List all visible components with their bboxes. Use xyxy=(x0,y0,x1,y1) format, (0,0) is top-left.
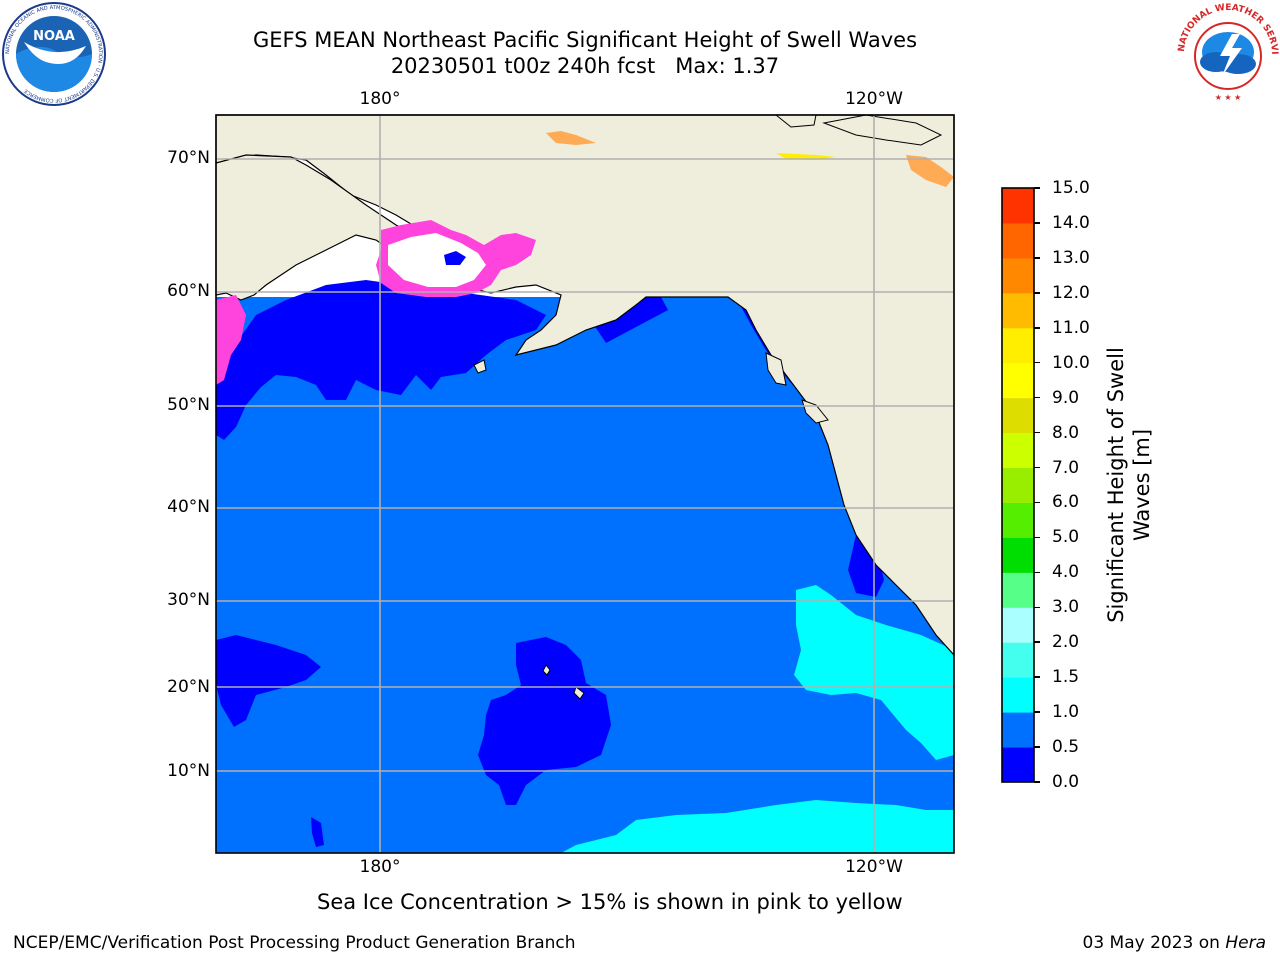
colorbar-band xyxy=(1002,432,1034,469)
chart-subtitle: 20230501 t00z 240h fcst Max: 1.37 xyxy=(390,54,780,78)
colorbar-band xyxy=(1002,327,1034,364)
colorbar-tick-mark xyxy=(1034,781,1040,783)
chart-title: GEFS MEAN Northeast Pacific Significant … xyxy=(252,28,918,52)
map-plot xyxy=(215,114,955,854)
low-swell-regions xyxy=(216,280,884,847)
colorbar-band xyxy=(1002,572,1034,608)
colorbar-tick-mark xyxy=(1034,187,1040,189)
colorbar-band xyxy=(1002,607,1034,643)
colorbar-tick-label: 11.0 xyxy=(1052,317,1090,338)
footer-date: 03 May 2023 on Hera xyxy=(1083,933,1267,953)
colorbar-tick-label: 10.0 xyxy=(1052,352,1090,373)
svg-text:★ ★ ★: ★ ★ ★ xyxy=(1215,93,1242,102)
colorbar-tick-label: 12.0 xyxy=(1052,282,1090,303)
colorbar-tick-mark xyxy=(1034,641,1040,643)
colorbar-tick-label: 4.0 xyxy=(1052,562,1080,583)
colorbar-tick-label: 14.0 xyxy=(1052,212,1090,233)
colorbar-tick-label: 0.5 xyxy=(1052,737,1080,758)
colorbar-tick-mark xyxy=(1034,466,1040,469)
noaa-logo-text: NOAA xyxy=(33,29,75,44)
sea-ice-note: Sea Ice Concentration > 15% is shown in … xyxy=(317,890,903,914)
land xyxy=(215,114,955,657)
colorbar-tick-label: 13.0 xyxy=(1052,247,1090,268)
colorbar-tick-mark xyxy=(1034,431,1040,434)
lon-label-bottom-120w: 120°W xyxy=(845,857,903,877)
lat-label-10n: 10°N xyxy=(167,761,210,781)
footer-credit: NCEP/EMC/Verification Post Processing Pr… xyxy=(13,933,576,953)
colorbar-tick-label: 3.0 xyxy=(1052,597,1080,618)
colorbar-tick-label: 9.0 xyxy=(1052,387,1080,408)
colorbar-tick-mark xyxy=(1034,606,1040,609)
nws-logo: NATIONAL WEATHER SERVICE ★ ★ ★ xyxy=(1173,0,1279,105)
colorbar-tick-label: 0.0 xyxy=(1052,772,1080,792)
colorbar-band xyxy=(1002,292,1034,329)
colorbar-tick-label: 6.0 xyxy=(1052,492,1080,513)
colorbar-tick-mark xyxy=(1034,676,1040,678)
colorbar-tick-label: 8.0 xyxy=(1052,422,1080,443)
colorbar-tick-label: 5.0 xyxy=(1052,527,1080,548)
lat-label-30n: 30°N xyxy=(167,590,210,610)
colorbar-tick-mark xyxy=(1034,711,1040,713)
colorbar-band xyxy=(1002,222,1034,259)
colorbar-band xyxy=(1002,397,1034,434)
colorbar-band xyxy=(1002,747,1034,783)
lon-label-bottom-180: 180° xyxy=(359,857,401,877)
colorbar-band xyxy=(1002,362,1034,399)
colorbar-tick-mark xyxy=(1034,361,1040,364)
colorbar-tick-mark xyxy=(1034,396,1040,399)
noaa-logo: NATIONAL OCEANIC AND ATMOSPHERIC ADMINIS… xyxy=(2,2,106,106)
colorbar-tick-mark xyxy=(1034,746,1040,748)
lon-label-top-120w: 120°W xyxy=(845,89,903,109)
lat-label-50n: 50°N xyxy=(167,395,210,415)
colorbar-label: Significant Height of Swell Waves [m] xyxy=(1104,347,1154,623)
colorbar-tick-mark xyxy=(1034,222,1040,224)
colorbar-band xyxy=(1002,712,1034,748)
colorbar-band xyxy=(1002,188,1034,224)
map-frame xyxy=(215,114,955,854)
footer-machine: Hera xyxy=(1225,933,1266,953)
gridlines xyxy=(216,115,954,853)
lon-label-top-180: 180° xyxy=(359,89,401,109)
footer-date-text: 03 May 2023 on xyxy=(1082,933,1226,953)
lat-label-20n: 20°N xyxy=(167,677,210,697)
colorbar-band xyxy=(1002,467,1034,503)
lat-label-70n: 70°N xyxy=(167,148,210,168)
colorbar-tick-mark xyxy=(1034,571,1040,574)
colorbar-tick-label: 2.0 xyxy=(1052,632,1080,653)
lat-label-40n: 40°N xyxy=(167,497,210,517)
lat-label-60n: 60°N xyxy=(167,281,210,301)
colorbar-tick-mark xyxy=(1034,501,1040,504)
colorbar-tick-label: 15.0 xyxy=(1052,178,1090,198)
colorbar-band xyxy=(1002,677,1034,713)
chukotka-land xyxy=(215,154,417,301)
colorbar-band xyxy=(1002,537,1034,573)
colorbar-tick-label: 1.5 xyxy=(1052,667,1080,688)
islands xyxy=(473,114,943,700)
colorbar-tick-label: 7.0 xyxy=(1052,457,1080,478)
colorbar-tick-mark xyxy=(1034,536,1040,539)
colorbar-tick-mark xyxy=(1034,292,1040,294)
colorbar-tick-label: 1.0 xyxy=(1052,702,1080,723)
colorbar-frame xyxy=(1001,187,1035,783)
colorbar-band xyxy=(1002,257,1034,294)
colorbar xyxy=(1001,187,1035,783)
colorbar-tick-mark xyxy=(1034,257,1040,259)
colorbar-band xyxy=(1002,642,1034,678)
sea-ice xyxy=(216,131,954,385)
colorbar-tick-mark xyxy=(1034,327,1040,329)
colorbar-band xyxy=(1002,502,1034,538)
